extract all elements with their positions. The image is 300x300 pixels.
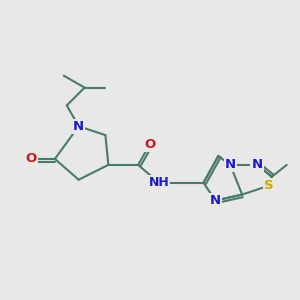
Text: N: N xyxy=(210,194,221,207)
Text: NH: NH xyxy=(148,176,169,189)
Text: N: N xyxy=(225,158,236,171)
Text: O: O xyxy=(26,152,37,165)
Text: O: O xyxy=(144,138,156,151)
Text: N: N xyxy=(73,120,84,133)
Text: S: S xyxy=(264,179,274,192)
Text: N: N xyxy=(251,158,262,171)
